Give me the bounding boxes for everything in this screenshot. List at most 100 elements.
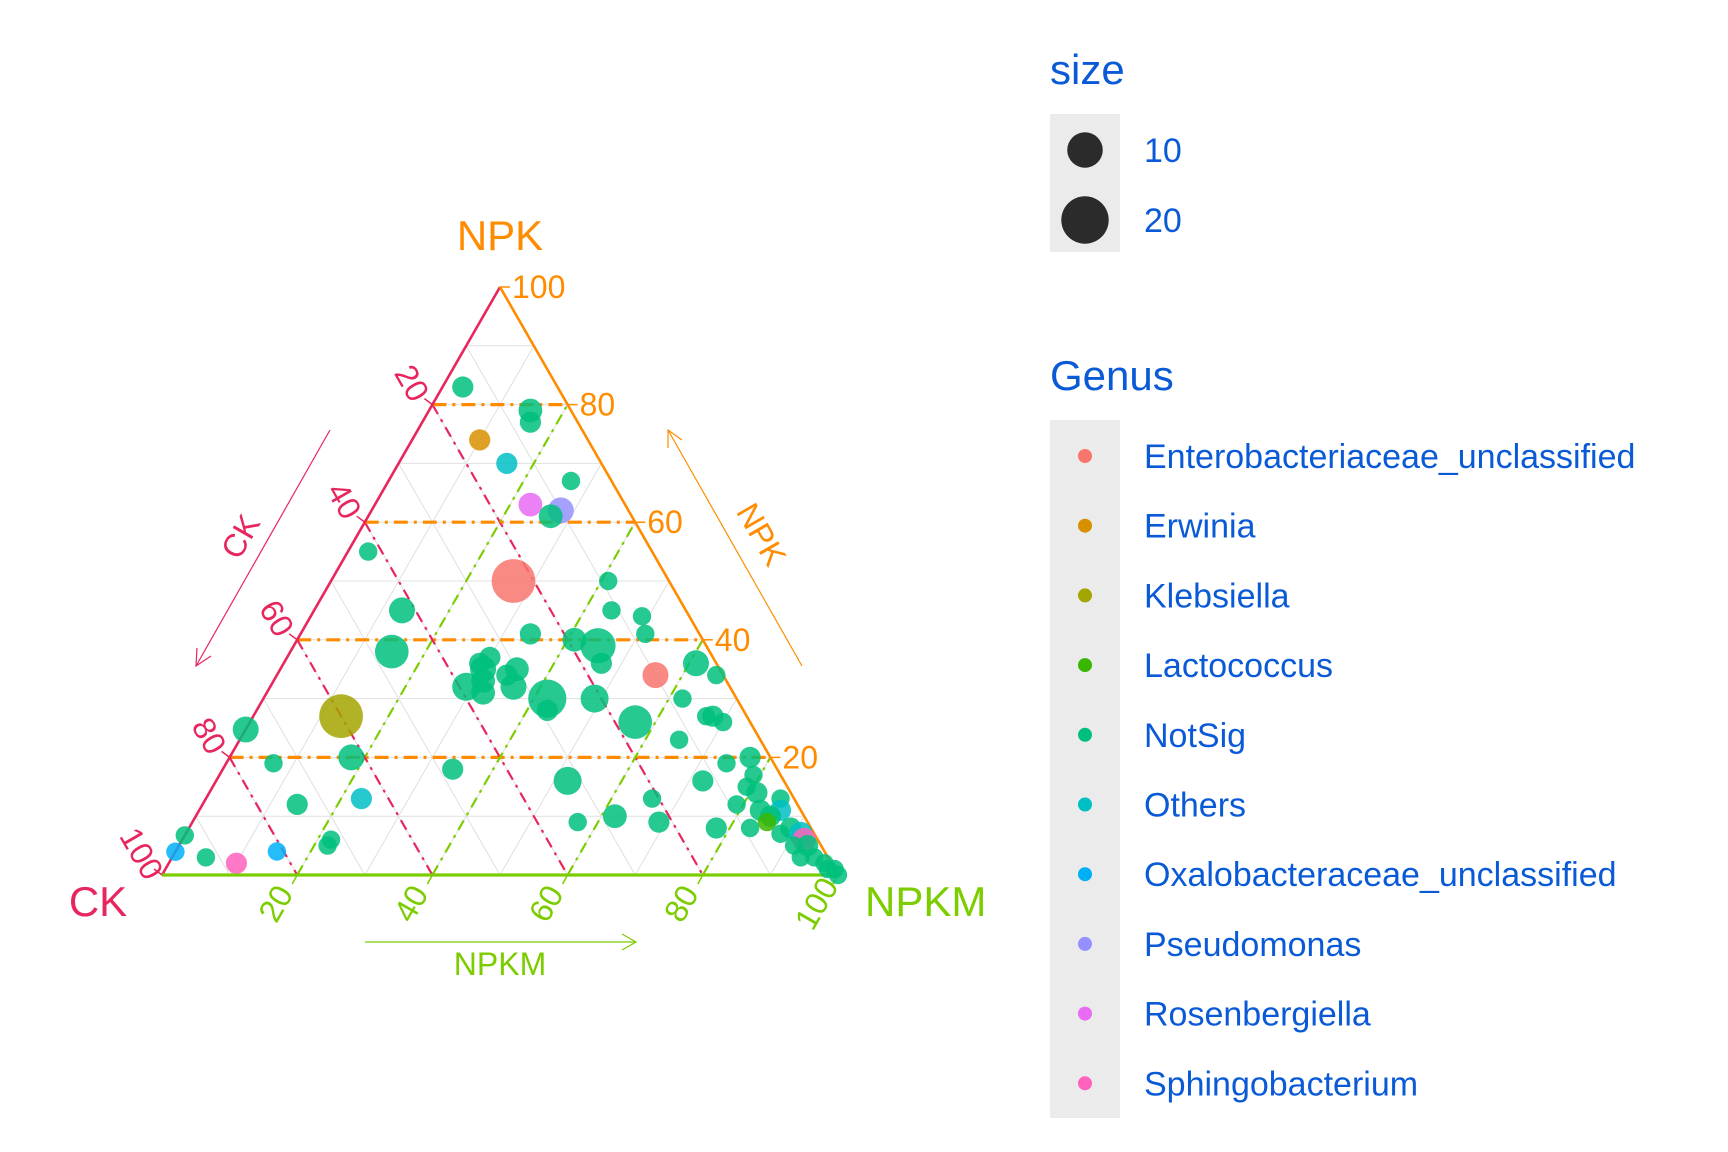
data-point-notsig <box>599 571 618 591</box>
data-point-notsig <box>519 623 542 645</box>
genus-legend-key-background <box>1050 420 1120 1118</box>
data-point-notsig <box>580 684 609 713</box>
guide-npkm <box>296 404 569 876</box>
data-point-enterobacteriaceae_unclassified <box>642 662 669 689</box>
grid-line-ck <box>262 698 366 876</box>
data-point-notsig <box>727 795 746 814</box>
data-point-notsig <box>683 650 709 677</box>
genus-legend-key <box>1078 867 1092 882</box>
data-point-notsig <box>321 830 341 849</box>
data-point-notsig <box>618 705 652 739</box>
data-point-notsig <box>389 597 415 624</box>
data-point-notsig <box>740 818 760 838</box>
tick-label-ck: 80 <box>185 711 234 760</box>
axis-title-ck: CK <box>69 878 127 925</box>
data-point-notsig <box>561 471 581 491</box>
tick-mark-ck <box>153 868 163 876</box>
data-point-notsig <box>636 624 655 644</box>
ck-direction-arrow: CK <box>195 429 331 668</box>
data-point-notsig <box>286 793 308 816</box>
guide-ck <box>296 639 434 876</box>
data-point-notsig <box>590 652 613 674</box>
tick-mark-ck <box>356 515 366 523</box>
data-point-notsig <box>442 758 464 780</box>
genus-legend-label: Erwinia <box>1144 508 1256 546</box>
npk-arrow-label: NPK <box>729 497 793 572</box>
tick-mark-ck <box>221 750 231 759</box>
data-point-notsig <box>359 542 378 561</box>
genus-legend-key <box>1078 518 1092 533</box>
data-point-notsig <box>707 665 726 685</box>
size-legend: 10 20 <box>1061 132 1182 244</box>
data-point-notsig <box>642 789 662 808</box>
data-point-others <box>350 788 372 810</box>
genus-legend-label: Enterobacteriaceae_unclassified <box>1144 438 1635 476</box>
data-point-notsig <box>471 680 495 705</box>
data-point-enterobacteriaceae_unclassified <box>491 559 536 603</box>
guide-ck <box>228 756 299 876</box>
data-point-sphingobacterium <box>225 852 247 874</box>
tick-mark-npkm <box>426 874 434 885</box>
tick-label-npkm: 80 <box>657 879 706 928</box>
size-legend-key <box>1067 132 1103 168</box>
size-legend-label: 20 <box>1144 202 1182 240</box>
grid-line-ck <box>330 580 501 876</box>
data-point-notsig <box>673 689 692 708</box>
npkm-direction-arrow: NPKM <box>365 933 638 982</box>
genus-legend-key <box>1078 1076 1092 1091</box>
triangle-axes <box>160 286 840 877</box>
size-legend-title: size <box>1050 46 1125 93</box>
genus-legend-label: NotSig <box>1144 717 1246 755</box>
data-point-notsig <box>739 746 761 769</box>
axis-title-npkm: NPKM <box>865 878 986 925</box>
data-point-notsig <box>519 411 542 433</box>
data-point-notsig <box>791 848 810 867</box>
tick-label-ck: 40 <box>320 476 369 525</box>
tick-mark-npkm <box>697 874 704 885</box>
data-point-klebsiella <box>319 694 363 739</box>
data-point-notsig <box>338 744 365 771</box>
data-point-notsig <box>603 804 627 829</box>
genus-legend-key <box>1078 588 1092 603</box>
data-point-notsig <box>562 627 587 652</box>
genus-legend-key <box>1078 936 1092 951</box>
tick-label-npkm: 20 <box>251 879 300 928</box>
tick-label-npk: 20 <box>782 739 818 775</box>
data-point-notsig <box>632 607 652 626</box>
genus-legend-label: Rosenbergiella <box>1144 996 1371 1034</box>
size-legend-label: 10 <box>1144 132 1182 170</box>
data-point-lactococcus <box>757 812 777 832</box>
data-point-oxalobacteraceae_unclassified <box>166 842 185 861</box>
axis-title-npk: NPK <box>457 212 543 259</box>
data-point-notsig <box>538 504 563 529</box>
data-point-notsig <box>264 754 283 773</box>
data-point-others <box>496 452 518 474</box>
data-point-notsig <box>553 766 582 795</box>
genus-legend-key <box>1078 797 1092 812</box>
data-point-notsig <box>452 376 474 398</box>
axis-npk <box>498 286 840 876</box>
tick-label-npk: 60 <box>647 504 683 540</box>
genus-legend-key <box>1078 727 1092 742</box>
tick-label-ck: 60 <box>252 594 301 643</box>
data-point-notsig <box>602 601 621 620</box>
highlight-guides <box>228 403 772 876</box>
grid-line-ck <box>195 815 231 876</box>
data-point-notsig <box>692 770 714 792</box>
genus-legend-label: Klebsiella <box>1144 577 1290 615</box>
genus-legend-label: Oxalobacteraceae_unclassified <box>1144 856 1617 894</box>
tick-label-npk: 80 <box>580 387 616 423</box>
tick-label-npkm: 40 <box>386 879 435 928</box>
data-point-notsig <box>196 848 216 867</box>
data-point-erwinia <box>469 429 491 451</box>
tick-label-npk: 100 <box>512 269 565 305</box>
tick-label-ck: 100 <box>113 821 171 885</box>
tick-mark-ck <box>423 398 433 406</box>
data-point-notsig <box>648 811 670 833</box>
genus-legend-key <box>1078 658 1092 673</box>
size-legend-key <box>1061 196 1109 244</box>
genus-legend-label: Lactococcus <box>1144 647 1333 685</box>
data-point-notsig <box>375 634 409 669</box>
data-point-notsig <box>705 817 727 839</box>
data-point-notsig <box>536 699 558 722</box>
